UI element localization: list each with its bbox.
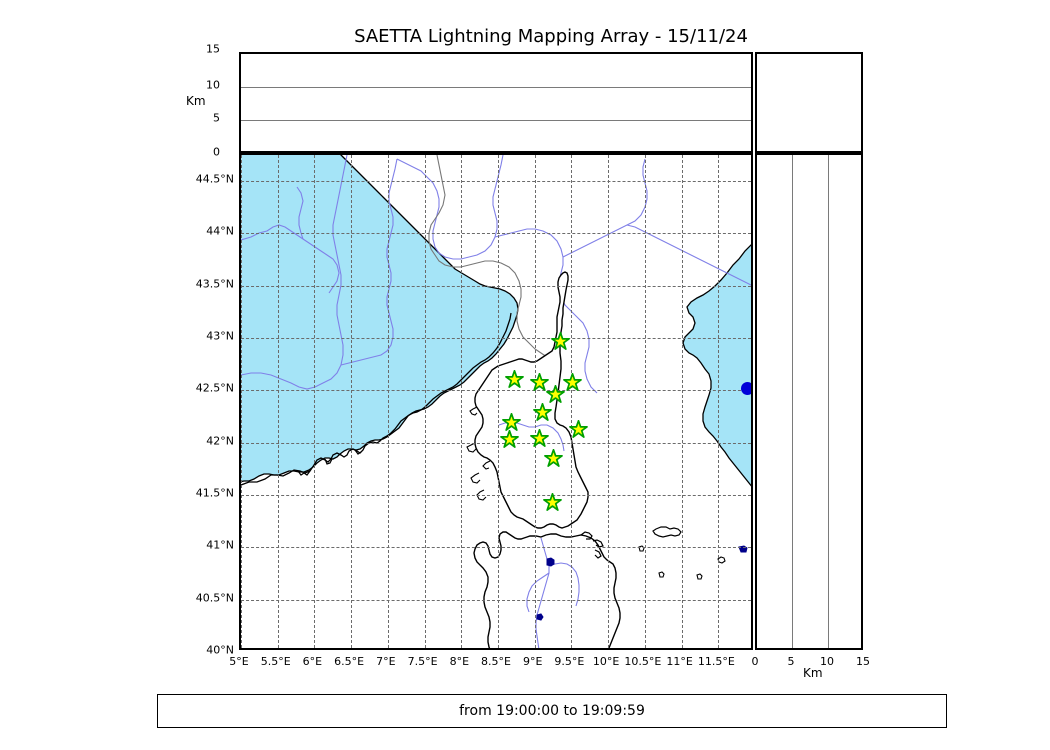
tick-top-10: 10 [206,78,220,92]
tick-lon-7.5: 7.5°E [407,655,438,668]
altitude-longitude-panel[interactable] [239,52,753,153]
tick-lon-11.5: 11.5°E [697,655,735,668]
station-marker[interactable] [501,413,521,432]
coastline-detail-riviera [241,312,512,486]
tick-lat-44.5: 44.5°N [195,172,234,186]
island-montecristo [696,573,703,580]
station-marker[interactable] [551,331,570,351]
tick-side-5: 5 [787,655,795,668]
tick-side-15: 15 [856,655,870,668]
coastline-sardinia [473,531,621,648]
tick-lon-8.5: 8.5°E [481,655,511,668]
tick-lon-9: 9°E [522,655,543,668]
lightning-source-marker[interactable] [741,381,751,395]
tick-lon-10.5: 10.5°E [624,655,662,668]
station-marker[interactable] [500,429,520,449]
altitude-latitude-panel[interactable] [755,153,863,650]
tick-side-10: 10 [820,655,834,668]
tick-lon-11: 11°E [666,655,693,668]
coastline-corsica-gulfs [466,406,491,501]
station-marker[interactable] [542,492,562,512]
corner-panel[interactable] [755,52,863,153]
tick-lon-9.5: 9.5°E [554,655,585,668]
tick-lon-8: 8°E [449,655,470,668]
tick-lon-7: 7°E [376,655,396,668]
axis-label-km-side: Km [803,666,823,680]
map-panel[interactable] [239,153,753,650]
island-capraia [638,545,645,552]
station-marker[interactable] [569,419,589,439]
status-text: from 19:00:00 to 19:09:59 [459,703,645,719]
lake-sardinia-south [536,613,544,621]
tick-lat-40.5: 40.5°N [195,591,234,605]
gridline-10km [241,87,751,88]
tick-lat-44: 44°N [206,224,234,238]
tick-top-15: 15 [206,42,220,56]
tick-lat-42: 42°N [206,434,234,448]
gridline-side-10km [828,155,829,648]
station-marker[interactable] [529,372,549,392]
coastline-bays [297,449,362,476]
map-geography [241,155,751,648]
tick-lat-43: 43°N [206,329,234,343]
axis-label-km-top: Km [186,94,206,108]
tick-lon-6: 6°E [302,655,323,668]
lagoon-orbetello [738,545,748,553]
station-marker[interactable] [544,448,564,468]
tick-top-5: 5 [213,111,220,125]
tick-lat-41: 41°N [206,538,234,552]
tick-side-0: 0 [751,655,759,668]
tick-lat-41.5: 41.5°N [195,486,234,500]
page-title: SAETTA Lightning Mapping Array - 15/11/2… [354,26,748,47]
station-marker[interactable] [545,384,565,404]
status-bar: from 19:00:00 to 19:09:59 [157,694,947,728]
island-giglio [717,556,726,564]
tick-lat-42.5: 42.5°N [195,381,234,395]
station-marker[interactable] [532,402,552,422]
administrative-border [428,155,560,366]
island-elba [652,526,682,538]
tick-lon-5.5: 5.5°E [260,655,291,668]
tick-lat-40: 40°N [206,643,234,657]
station-marker[interactable] [563,372,583,392]
lake-sardinia [546,557,555,567]
rivers-sardinia [526,537,580,648]
tick-top-0: 0 [213,145,220,159]
tick-lat-43.5: 43.5°N [195,277,234,291]
tick-lon-6.5: 6.5°E [334,655,365,668]
gridline-side-5km [792,155,793,648]
station-marker[interactable] [530,428,550,448]
island-pianosa [658,571,665,578]
tick-lon-5: 5°E [229,655,249,668]
gridline-5km [241,120,751,121]
tick-lon-10: 10°E [592,655,620,668]
station-marker[interactable] [505,370,525,389]
coastline-sardinia-northeast [580,531,604,559]
